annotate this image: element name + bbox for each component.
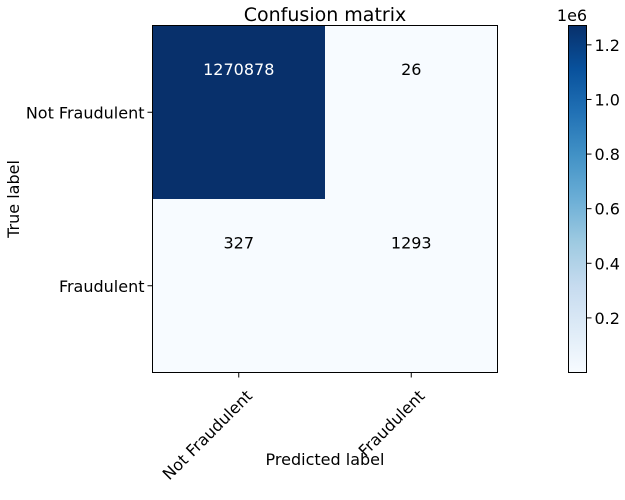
colorbar-gradient: [568, 25, 587, 373]
colorbar-tick-label: 0.2: [595, 309, 620, 328]
heatmap-cell-labels: 1270878 26 327 1293: [203, 60, 431, 253]
y-tick-label: Not Fraudulent: [26, 103, 145, 122]
cell-value-label: 26: [401, 60, 421, 79]
colorbar-tick-label: 0.6: [595, 200, 620, 219]
colorbar-tick-label: 1.0: [595, 90, 620, 109]
cell-value-label: 1270878: [203, 60, 274, 79]
colorbar-offset-label: 1e6: [557, 6, 587, 25]
plot-frame: [152, 25, 498, 373]
x-tick-label: Not Fraudulent: [159, 386, 256, 483]
y-axis-label: True label: [4, 160, 23, 239]
cell-value-label: 1293: [391, 233, 432, 252]
heatmap-cell: [152, 25, 325, 199]
y-axis: Not Fraudulent Fraudulent: [26, 103, 153, 296]
x-axis-label: Predicted label: [266, 450, 385, 469]
colorbar-tick-label: 0.8: [595, 145, 620, 164]
y-tick-label: Fraudulent: [59, 277, 145, 296]
heatmap-cell: [325, 25, 498, 199]
cell-value-label: 327: [223, 233, 254, 252]
heatmap-cells: [152, 25, 498, 373]
heatmap-cell: [325, 199, 498, 373]
heatmap-cell: [152, 199, 325, 373]
colorbar: 0.2 0.4 0.6 0.8 1.0 1.2 1e6: [557, 6, 620, 373]
colorbar-ticks: 0.2 0.4 0.6 0.8 1.0 1.2: [586, 36, 620, 328]
colorbar-tick-label: 1.2: [595, 36, 620, 55]
chart-title: Confusion matrix: [244, 4, 406, 26]
colorbar-tick-label: 0.4: [595, 254, 620, 273]
